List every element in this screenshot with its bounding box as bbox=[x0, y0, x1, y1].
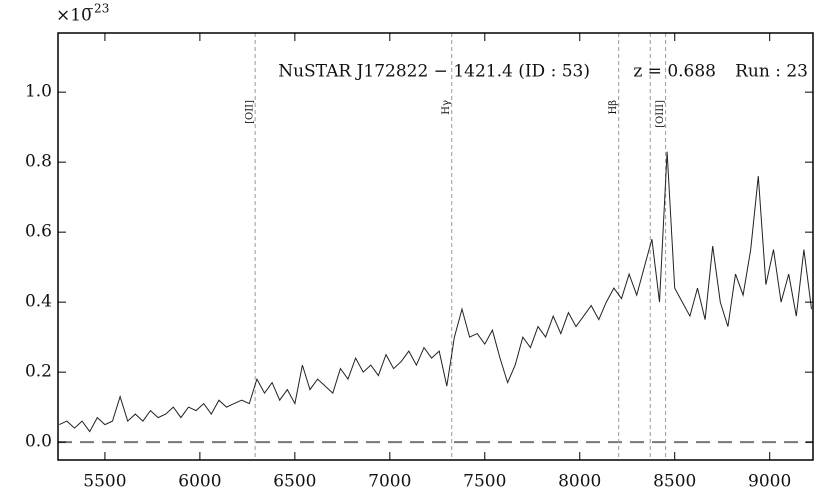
emission-label: [OII] bbox=[245, 100, 256, 124]
x-tick-label: 7500 bbox=[463, 472, 506, 492]
offset-text: ×10 bbox=[56, 6, 92, 26]
plot-frame bbox=[57, 32, 814, 461]
emission-label: Hβ bbox=[608, 100, 619, 115]
x-tick-label: 7000 bbox=[368, 472, 411, 492]
emission-label: [OIII] bbox=[655, 100, 666, 128]
emission-label: Hγ bbox=[441, 100, 452, 115]
annotation: NuSTAR J172822 − 1421.4 (ID : 53) bbox=[278, 62, 590, 82]
x-tick-label: 8500 bbox=[653, 472, 696, 492]
y-tick-label: 0.0 bbox=[25, 432, 52, 452]
spectrum bbox=[59, 151, 812, 433]
y-tick-label: 0.6 bbox=[25, 222, 52, 242]
y-tick-label: 0.4 bbox=[25, 292, 52, 312]
x-tick-label: 8000 bbox=[558, 472, 601, 492]
x-tick-label: 9000 bbox=[748, 472, 791, 492]
x-tick-label: 5500 bbox=[83, 472, 126, 492]
annotation: Run : 23 bbox=[735, 62, 808, 82]
y-tick-label: 1.0 bbox=[25, 82, 52, 102]
y-tick-label: 0.8 bbox=[25, 152, 52, 172]
annotation: z = 0.688 bbox=[633, 62, 716, 82]
y-tick-label: 0.2 bbox=[25, 362, 52, 382]
x-tick-label: 6000 bbox=[178, 472, 221, 492]
x-tick-label: 6500 bbox=[273, 472, 316, 492]
offset-exponent: −23 bbox=[84, 2, 109, 16]
